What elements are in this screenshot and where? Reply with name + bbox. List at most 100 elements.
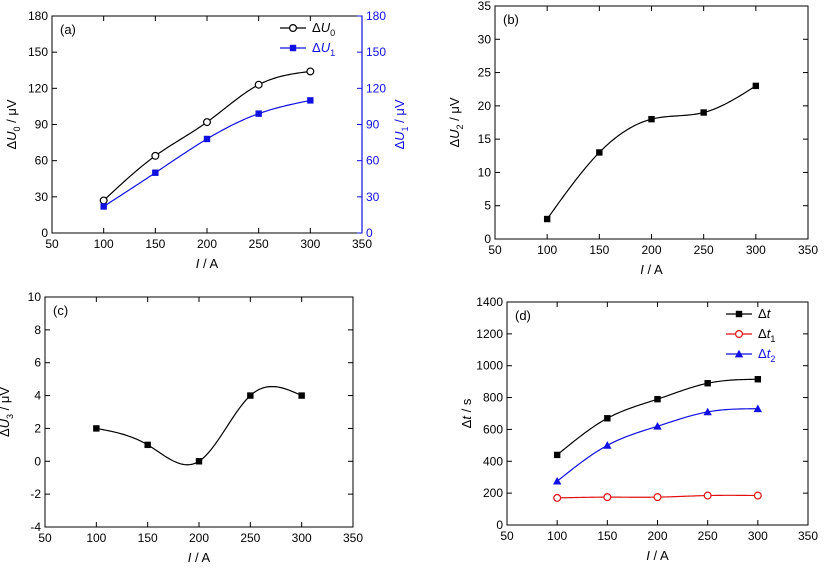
- series-line-1: [96, 385, 302, 466]
- x-tick-label: 100: [547, 529, 567, 543]
- y-tick-label-right: 30: [366, 190, 380, 204]
- x-tick-label: 50: [500, 529, 514, 543]
- data-point: [653, 422, 662, 430]
- x-tick-label: 300: [748, 529, 768, 543]
- x-tick-label: 50: [38, 531, 52, 545]
- data-point: [254, 80, 263, 89]
- y-tick-label: 600: [483, 422, 503, 436]
- y-tick-label: 20: [478, 99, 492, 113]
- chart-panel-2: 50 100 150 200 250 300 350 0 5 10 15 20 25 30 35 I / A Δ…: [447, 0, 818, 277]
- y-tick-label: 200: [483, 486, 503, 500]
- data-point: [298, 392, 305, 399]
- x-tick-label: 200: [647, 529, 667, 543]
- y-tick-label-right: 120: [366, 81, 386, 95]
- data-point: [752, 82, 760, 90]
- data-point: [703, 491, 712, 500]
- data-point: [653, 493, 662, 502]
- series-line-1: [556, 378, 758, 456]
- y-tick-label: 150: [28, 45, 48, 59]
- panel-label: (a): [60, 22, 76, 37]
- data-point: [700, 109, 707, 116]
- x-tick-label: 150: [597, 529, 617, 543]
- y-tick-label: 0: [496, 518, 503, 532]
- y-axis-label-right: ΔU1 / μV: [392, 99, 410, 149]
- data-point: [255, 110, 262, 117]
- y-tick-label-right: 150: [366, 45, 386, 59]
- x-tick-label: 300: [292, 531, 312, 545]
- x-tick-label: 350: [798, 529, 818, 543]
- legend-entry: Δt: [758, 306, 772, 321]
- x-axis-label: I / A: [196, 256, 219, 271]
- x-tick-label: 250: [249, 237, 269, 251]
- chart-panel-4: 50 100 150 200 250 300 350 0 200 400 600 800 1000 120…: [459, 295, 818, 563]
- data-point: [307, 97, 314, 104]
- y-tick-label: 1400: [476, 295, 503, 309]
- data-point: [603, 493, 612, 502]
- x-tick-label: 200: [189, 531, 209, 545]
- legend-marker: [734, 349, 744, 358]
- legend-marker: [734, 330, 743, 339]
- x-axis-label: I / A: [640, 262, 663, 277]
- x-tick-label: 250: [240, 531, 260, 545]
- y-tick-label: 0: [484, 232, 491, 246]
- data-point: [247, 392, 254, 399]
- series-line-3: [556, 408, 758, 482]
- legend-entry: Δt1: [758, 326, 775, 344]
- y-tick-label: 120: [28, 81, 48, 95]
- x-tick-label: 50: [45, 237, 59, 251]
- x-tick-label: 350: [798, 243, 818, 257]
- legend-marker: [289, 44, 297, 52]
- data-point: [553, 493, 562, 502]
- y-tick-label: 90: [35, 118, 49, 132]
- y-tick-label-right: 180: [366, 9, 386, 23]
- chart-panel-3: 50 100 150 200 250 300 350 -4 -2 0 2 4 6 8 10 I / A ΔU3 …: [0, 290, 363, 565]
- y-tick-label: 5: [484, 199, 491, 213]
- data-point: [603, 441, 612, 449]
- y-tick-label-right: 0: [366, 226, 373, 240]
- y-axis-label: ΔU2 / μV: [447, 97, 465, 147]
- x-tick-label: 150: [589, 243, 609, 257]
- x-axis-label: I / A: [646, 548, 669, 563]
- y-tick-label: 10: [478, 165, 492, 179]
- y-tick-label: 2: [34, 421, 41, 435]
- y-tick-label: 8: [34, 323, 41, 337]
- data-point: [306, 67, 315, 76]
- x-tick-label: 100: [94, 237, 114, 251]
- series-line-2: [103, 99, 311, 207]
- data-point: [144, 441, 151, 449]
- x-tick-label: 300: [746, 243, 766, 257]
- x-tick-label: 150: [145, 237, 165, 251]
- x-tick-label: 350: [343, 531, 363, 545]
- x-tick-label: 200: [641, 243, 661, 257]
- data-point: [151, 151, 160, 160]
- y-tick-label: -2: [30, 487, 41, 501]
- data-point: [703, 407, 712, 416]
- legend-marker: [289, 24, 298, 33]
- data-point: [543, 215, 551, 223]
- legend-entry: ΔU1: [312, 40, 335, 58]
- data-point: [654, 395, 661, 403]
- x-tick-label: 250: [698, 529, 718, 543]
- y-axis-label: Δt / s: [459, 398, 474, 428]
- data-point: [753, 491, 762, 500]
- data-point: [195, 458, 203, 465]
- y-tick-label: 400: [483, 454, 503, 468]
- data-point: [553, 451, 561, 459]
- x-tick-label: 350: [352, 237, 372, 251]
- plot-frame: [44, 296, 354, 528]
- x-axis-label: I / A: [188, 550, 211, 565]
- data-point: [596, 149, 603, 156]
- data-point: [203, 118, 212, 127]
- chart-panel-1: 50 100 150 200 250 300 35003060901201501800306…: [4, 9, 410, 271]
- plot-frame: [494, 5, 809, 240]
- x-tick-label: 50: [488, 243, 502, 257]
- legend-entry: ΔU0: [312, 20, 335, 38]
- data-point: [93, 425, 100, 432]
- legend-entry: Δt2: [758, 346, 775, 364]
- y-tick-label: 15: [478, 132, 492, 146]
- y-tick-label: 800: [483, 391, 503, 405]
- y-tick-label: 0: [41, 226, 48, 240]
- y-tick-label: 25: [478, 66, 492, 80]
